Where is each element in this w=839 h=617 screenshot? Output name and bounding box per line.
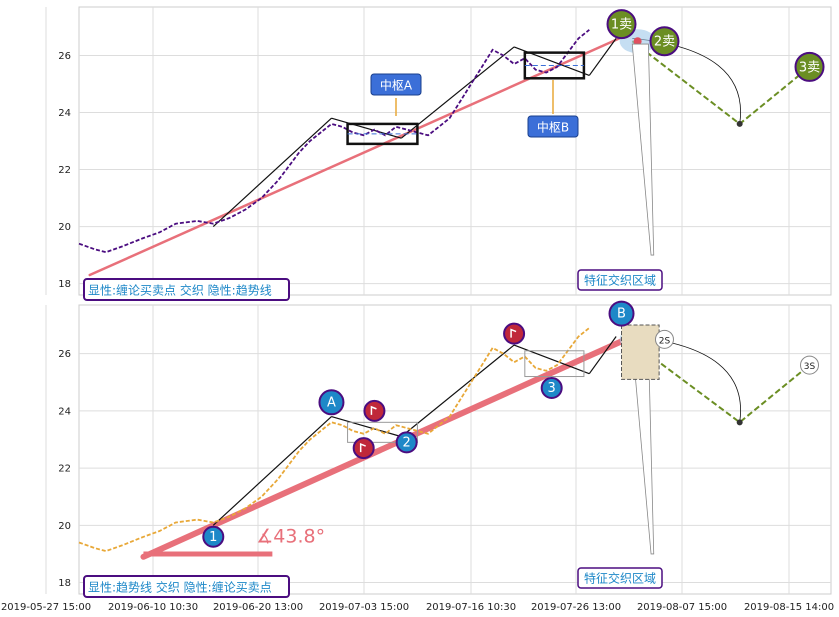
feature-zone-box (577, 567, 663, 589)
x-tick-label: 2019-08-15 14:00 (744, 602, 834, 613)
angle-label: ∡43.8° (256, 525, 325, 547)
note-point (503, 322, 526, 345)
buy-sell-point (608, 300, 635, 327)
note-point (363, 399, 386, 422)
stroke-segment (400, 46, 515, 139)
buy-sell-point (395, 431, 418, 454)
stroke-segment (588, 336, 617, 375)
buy-sell-point-label: B (617, 307, 626, 322)
feature-beam (631, 43, 655, 256)
stroke-segment (212, 117, 332, 228)
stroke-segment (588, 38, 617, 76)
note-icon (359, 442, 366, 453)
buy-sell-point-label: 3S (804, 362, 816, 372)
feature-center (633, 37, 642, 46)
sell-point-label: 3卖 (799, 60, 820, 75)
plot-frame (78, 304, 832, 595)
sell-point-label: 2卖 (654, 35, 675, 50)
pivot-box (347, 421, 418, 443)
y-tick-label: 22 (58, 464, 71, 475)
projection-point (736, 120, 743, 127)
panel-bottom: 18 20 22 24 26 2019-05-27 15:00 2019-06-10 10:… (1, 300, 834, 613)
buy-sell-point (540, 376, 563, 399)
x-tick-label: 2019-07-16 10:30 (426, 602, 516, 613)
y-tick-label: 26 (58, 349, 71, 360)
feature-zone-label: 特征交织区域 (584, 571, 656, 586)
buy-sell-point (800, 355, 820, 375)
pivot-label: 中枢A (380, 78, 413, 93)
buy-sell-point (654, 329, 674, 349)
stroke-segment (212, 416, 332, 526)
stroke-segment (513, 344, 590, 375)
buy-sell-point-label: 3 (548, 381, 556, 396)
plot-frame (78, 6, 832, 296)
price-line (78, 29, 590, 254)
y-tick-label: 26 (58, 51, 71, 62)
buy-sell-point (318, 389, 345, 416)
legend-text: 显性:趋势线 交织 隐性:缠论买卖点 (88, 580, 272, 595)
y-tick-label: 18 (58, 279, 71, 290)
y-tick-label: 24 (58, 406, 71, 417)
pivot-label: 中枢B (537, 120, 569, 135)
x-tick-label: 2019-07-26 13:00 (531, 602, 621, 613)
legend-box (83, 278, 290, 301)
sell-point (649, 26, 680, 57)
buy-sell-point (202, 525, 225, 548)
feature-zone-box (577, 269, 663, 291)
note-point (352, 437, 375, 460)
stroke-segment (331, 117, 402, 139)
pivot-badge (370, 73, 422, 96)
y-tick-label: 22 (58, 165, 71, 176)
pivot-box (524, 350, 585, 378)
x-tick-label: 2019-07-03 15:00 (319, 602, 409, 613)
feature-box (621, 324, 660, 380)
y-tick-label: 20 (58, 222, 71, 233)
y-tick-label: 20 (58, 521, 71, 532)
x-tick-label: 2019-08-07 15:00 (637, 602, 727, 613)
trend-line (88, 31, 634, 277)
sell-point-label: 1卖 (611, 18, 632, 33)
buy-sell-point-label: 2S (659, 336, 671, 346)
sell-point (794, 51, 825, 82)
projection-point (736, 419, 743, 426)
legend-box (83, 575, 290, 598)
sell-point (606, 9, 637, 40)
trend-line (140, 333, 636, 560)
pivot-badge (527, 115, 579, 138)
x-tick-label: 2019-06-20 13:00 (213, 602, 303, 613)
x-tick-label: 2019-05-27 15:00 (1, 602, 91, 613)
buy-sell-point-label: 2 (403, 435, 411, 450)
y-tick-label: 18 (58, 578, 71, 589)
buy-sell-point-label: 1 (209, 530, 217, 545)
stroke-segment (331, 416, 402, 438)
buy-sell-point-label: A (327, 395, 336, 410)
y-tick-label: 24 (58, 108, 71, 119)
stroke-segment (400, 344, 515, 438)
feature-zone-label: 特征交织区域 (584, 273, 656, 288)
price-line (78, 327, 590, 553)
note-icon (370, 405, 377, 415)
note-icon (510, 328, 517, 338)
legend-text: 显性:缠论买卖点 交织 隐性:趋势线 (88, 283, 272, 298)
x-tick-label: 2019-06-10 10:30 (108, 602, 198, 613)
projection-line (631, 341, 811, 424)
